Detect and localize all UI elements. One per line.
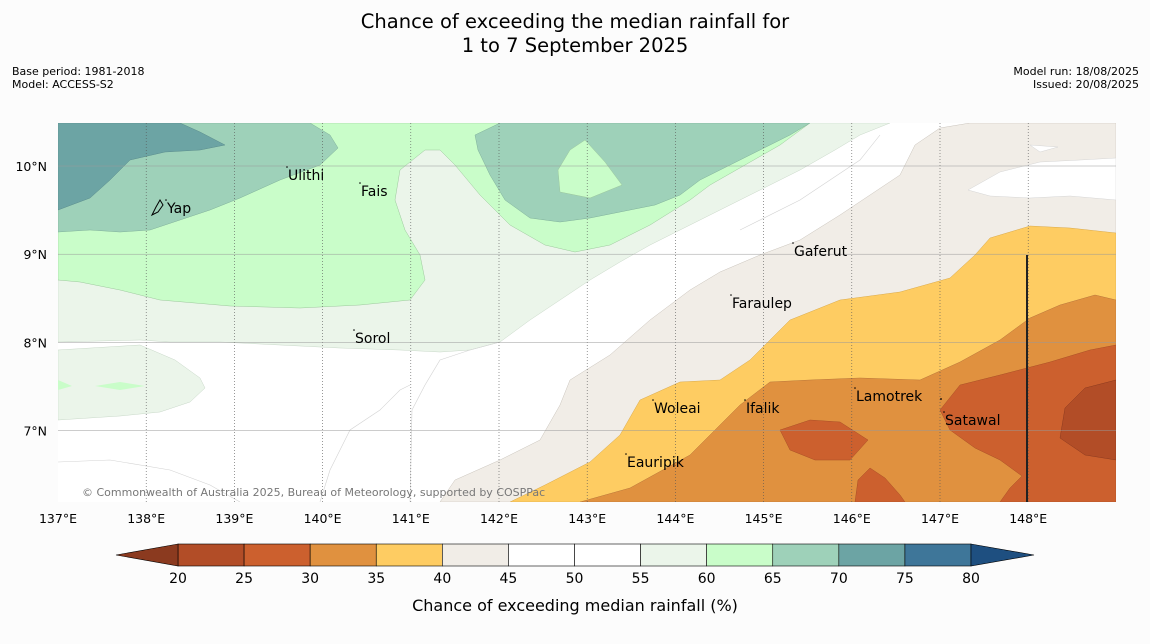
colorbar-segment <box>706 543 774 567</box>
colorbar-tick-label: 45 <box>500 571 518 587</box>
region-55-60-lower <box>58 344 206 421</box>
lon-tick-label: 140°E <box>304 511 342 526</box>
model-text: Model: ACCESS-S2 <box>12 78 114 91</box>
island-dot <box>359 182 361 184</box>
colorbar-over-arrow <box>970 543 1035 567</box>
issued-text: Issued: 20/08/2025 <box>1032 78 1139 91</box>
island-dot <box>792 242 794 244</box>
place-labels: Yap Ulithi Fais Sorol Gaferut Faraulep Woleai I… <box>165 166 1000 471</box>
colorbar-segment <box>177 543 245 567</box>
lat-tick-label: 7°N <box>23 424 47 439</box>
lon-tick-label: 142°E <box>480 511 518 526</box>
lat-tick-label: 8°N <box>23 335 47 350</box>
island-dot <box>625 453 627 455</box>
lon-tick-label: 145°E <box>745 511 783 526</box>
meta-right: Model run: 18/08/2025 Issued: 20/08/2025 <box>1013 65 1139 91</box>
island-dot <box>286 166 288 168</box>
colorbar-under-arrow <box>115 543 179 567</box>
base-period-text: Base period: 1981-2018 <box>12 65 145 78</box>
contour-lines <box>58 134 881 502</box>
colorbar: 20 25 30 35 40 45 50 55 60 65 70 75 80 <box>115 543 1035 587</box>
lat-tick-label: 9°N <box>23 247 47 262</box>
place-label-fais: Fais <box>361 184 388 200</box>
lon-tick-label: 139°E <box>215 511 253 526</box>
colorbar-tick-label: 55 <box>632 571 650 587</box>
colorbar-segment <box>838 543 906 567</box>
island-dot <box>744 399 746 401</box>
map-title-line2: 1 to 7 September 2025 <box>461 34 689 57</box>
colorbar-tick-label: 40 <box>433 571 451 587</box>
colorbar-tick-label: 35 <box>367 571 385 587</box>
island-dot <box>943 411 945 413</box>
island-dot <box>353 329 355 331</box>
lon-tick-label: 137°E <box>39 511 77 526</box>
colorbar-segment <box>904 543 972 567</box>
place-label-lamotrek: Lamotrek <box>856 389 923 405</box>
lon-tick-label: 144°E <box>656 511 694 526</box>
island-dot <box>730 294 732 296</box>
yap-island-outline <box>150 199 164 217</box>
region-45-50-hole2 <box>1029 144 1059 153</box>
meta-left: Base period: 1981-2018 Model: ACCESS-S2 <box>12 65 144 91</box>
lon-tick-label: 147°E <box>921 511 959 526</box>
island-dot <box>940 398 942 400</box>
place-label-ifalik: Ifalik <box>746 401 780 417</box>
longitude-tick-labels: 137°E 138°E 139°E 140°E 141°E 142°E 143°E 144°E… <box>39 511 1047 526</box>
lon-tick-label: 148°E <box>1009 511 1047 526</box>
place-label-yap: Yap <box>166 201 191 217</box>
place-label-gaferut: Gaferut <box>794 244 848 260</box>
colorbar-segment <box>375 543 443 567</box>
place-label-eauripik: Eauripik <box>627 455 685 471</box>
lon-tick-label: 141°E <box>392 511 430 526</box>
region-20-25 <box>1059 379 1116 461</box>
model-run-text: Model run: 18/08/2025 <box>1013 65 1139 78</box>
colorbar-segment <box>508 543 575 567</box>
colorbar-tick-label: 30 <box>301 571 319 587</box>
colorbar-segment <box>243 543 311 567</box>
colorbar-segment <box>640 543 707 567</box>
place-label-ulithi: Ulithi <box>288 168 324 184</box>
colorbar-tick-label: 70 <box>830 571 848 587</box>
place-label-satawal: Satawal <box>945 413 1000 429</box>
map-title-line1: Chance of exceeding the median rainfall … <box>360 10 790 33</box>
island-dot <box>165 199 167 201</box>
place-label-sorol: Sorol <box>355 331 390 347</box>
latitude-tick-labels: 10°N 9°N 8°N 7°N <box>15 159 47 439</box>
colorbar-tick-label: 50 <box>566 571 584 587</box>
island-dot <box>854 387 856 389</box>
lat-tick-label: 10°N <box>15 159 47 174</box>
island-dot <box>652 399 654 401</box>
colorbar-tick-label: 80 <box>962 571 980 587</box>
copyright-text: © Commonwealth of Australia 2025, Bureau… <box>82 486 545 499</box>
colorbar-tick-label: 75 <box>896 571 914 587</box>
place-label-faraulep: Faraulep <box>732 296 792 312</box>
region-70-75 <box>58 123 226 211</box>
colorbar-tick-label: 65 <box>764 571 782 587</box>
lon-tick-label: 146°E <box>833 511 871 526</box>
colorbar-tick-label: 20 <box>169 571 187 587</box>
colorbar-segment <box>574 543 641 567</box>
colorbar-segment <box>309 543 377 567</box>
region-60-65-islet2 <box>58 380 72 390</box>
colorbar-tick-label: 60 <box>698 571 716 587</box>
colorbar-tick-label: 25 <box>235 571 253 587</box>
colorbar-label: Chance of exceeding median rainfall (%) <box>412 596 738 615</box>
region-65-70-central <box>474 123 811 223</box>
place-label-woleai: Woleai <box>654 401 701 417</box>
region-25-30-blob <box>779 419 869 461</box>
colorbar-segment <box>772 543 840 567</box>
region-60-65-islet <box>95 382 145 390</box>
region-45-50-hole <box>967 157 1116 201</box>
lon-tick-label: 138°E <box>127 511 165 526</box>
region-25-30-south <box>854 467 906 502</box>
lon-tick-label: 143°E <box>568 511 606 526</box>
colorbar-segment <box>442 543 509 567</box>
graticule <box>58 123 1116 502</box>
